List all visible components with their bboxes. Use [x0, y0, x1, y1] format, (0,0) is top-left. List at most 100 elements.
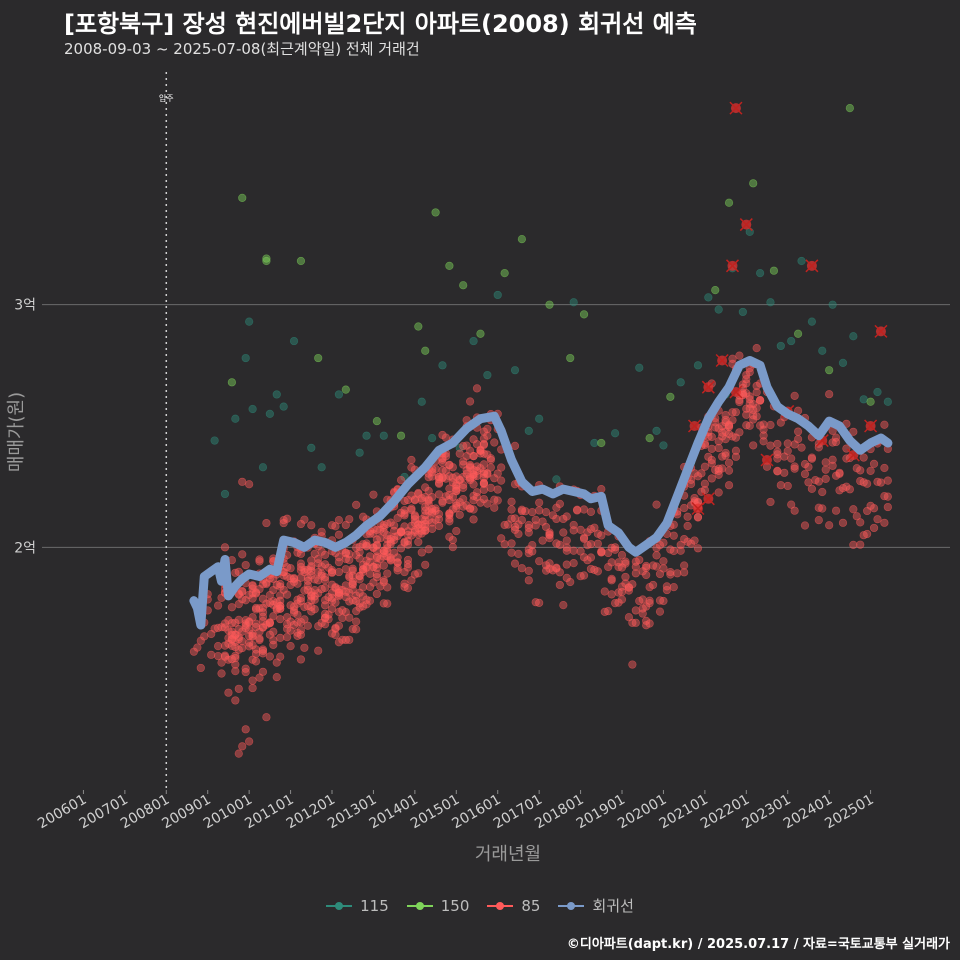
point-85 [390, 548, 399, 557]
point-85 [562, 546, 571, 555]
point-85 [365, 569, 375, 578]
point-85 [714, 488, 723, 497]
point-85 [759, 437, 768, 446]
point-85 [831, 437, 841, 447]
point-85 [403, 540, 413, 549]
point-85 [434, 475, 444, 484]
x-mark [729, 101, 743, 115]
point-85 [365, 552, 375, 561]
point-85 [742, 410, 751, 419]
point-85 [393, 558, 402, 567]
point-85 [728, 354, 737, 363]
point-85 [245, 480, 254, 489]
point-85 [258, 603, 268, 612]
point-85 [307, 592, 316, 601]
point-85 [276, 652, 285, 661]
point-85 [296, 593, 306, 603]
point-85 [507, 539, 516, 548]
point-85 [358, 602, 368, 611]
point-85 [331, 522, 340, 531]
point-150 [825, 366, 834, 375]
point-85 [790, 462, 799, 471]
point-85 [559, 528, 568, 537]
point-115 [635, 363, 644, 372]
point-85 [859, 453, 868, 462]
point-85 [856, 466, 865, 475]
point-85 [835, 469, 844, 478]
point-85 [227, 634, 236, 643]
point-85 [773, 447, 782, 456]
point-85 [680, 568, 689, 577]
point-85 [652, 562, 661, 571]
point-115 [220, 489, 230, 499]
point-85 [341, 635, 350, 645]
point-85 [445, 532, 454, 541]
point-150 [421, 346, 430, 355]
point-85 [479, 479, 489, 488]
point-85 [327, 566, 337, 575]
legend-label: 85 [521, 896, 541, 915]
point-85 [814, 516, 823, 525]
point-85 [300, 615, 309, 624]
point-85 [414, 569, 423, 578]
point-85 [659, 557, 668, 566]
point-85 [869, 459, 879, 468]
point-85 [597, 548, 606, 557]
point-85 [269, 627, 278, 636]
point-85 [383, 547, 392, 556]
point-115 [265, 409, 274, 418]
point-85 [251, 645, 261, 654]
point-85 [251, 649, 261, 658]
point-85 [562, 573, 571, 583]
point-85 [428, 472, 437, 481]
point-150 [296, 256, 306, 266]
point-115 [483, 370, 492, 380]
point-85 [766, 420, 775, 430]
point-85 [321, 601, 330, 610]
point-85 [466, 504, 475, 513]
point-85 [438, 455, 447, 464]
point-85 [348, 577, 357, 586]
point-85 [628, 660, 637, 669]
point-85 [296, 655, 306, 664]
point-85 [528, 547, 537, 556]
point-85 [459, 442, 468, 451]
point-85 [790, 391, 799, 401]
point-115 [787, 336, 796, 346]
point-85 [279, 585, 288, 594]
point-85 [296, 630, 306, 639]
point-85 [721, 448, 730, 458]
point-85 [307, 563, 316, 572]
point-85 [773, 466, 782, 475]
point-85 [535, 498, 544, 507]
point-85 [286, 580, 295, 590]
point-85 [735, 351, 744, 360]
point-150 [341, 385, 350, 394]
point-85 [248, 589, 257, 598]
point-115 [535, 414, 544, 423]
point-85 [327, 568, 337, 577]
legend-swatch [487, 900, 514, 912]
point-85 [258, 649, 268, 658]
point-150 [724, 198, 734, 207]
legend-swatch [406, 900, 433, 912]
point-85 [800, 469, 810, 479]
point-85 [276, 615, 285, 624]
point-115 [611, 429, 620, 438]
point-85 [296, 559, 306, 568]
point-85 [334, 621, 344, 630]
point-150 [262, 256, 271, 266]
point-85 [562, 536, 571, 545]
point-150 [445, 261, 454, 270]
point-85 [459, 480, 468, 490]
point-85 [680, 503, 689, 513]
point-150 [866, 397, 875, 406]
point-85 [724, 458, 734, 467]
point-115 [756, 269, 765, 278]
point-85 [255, 604, 264, 613]
point-85 [863, 529, 872, 539]
point-85 [345, 613, 354, 622]
point-85 [479, 473, 489, 482]
point-85 [876, 478, 886, 487]
point-85 [507, 497, 516, 506]
